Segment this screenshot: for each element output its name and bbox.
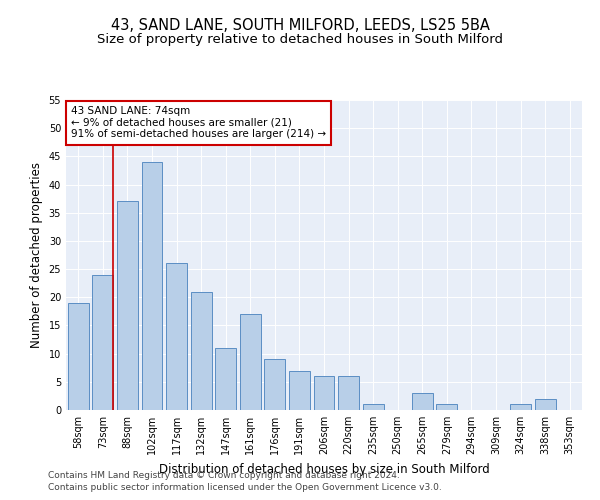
Bar: [510, 404, 531, 410]
Bar: [412, 393, 433, 410]
Text: 43 SAND LANE: 74sqm
← 9% of detached houses are smaller (21)
91% of semi-detache: 43 SAND LANE: 74sqm ← 9% of detached hou…: [71, 106, 326, 140]
Bar: [338, 376, 359, 410]
Bar: [535, 398, 556, 410]
Text: 43, SAND LANE, SOUTH MILFORD, LEEDS, LS25 5BA: 43, SAND LANE, SOUTH MILFORD, LEEDS, LS2…: [110, 18, 490, 32]
Text: Contains public sector information licensed under the Open Government Licence v3: Contains public sector information licen…: [48, 484, 442, 492]
Bar: [92, 274, 113, 410]
Bar: [289, 370, 310, 410]
Bar: [265, 360, 286, 410]
Bar: [191, 292, 212, 410]
Bar: [166, 264, 187, 410]
X-axis label: Distribution of detached houses by size in South Milford: Distribution of detached houses by size …: [158, 462, 490, 475]
Bar: [68, 303, 89, 410]
Text: Size of property relative to detached houses in South Milford: Size of property relative to detached ho…: [97, 32, 503, 46]
Bar: [314, 376, 334, 410]
Y-axis label: Number of detached properties: Number of detached properties: [30, 162, 43, 348]
Text: Contains HM Land Registry data © Crown copyright and database right 2024.: Contains HM Land Registry data © Crown c…: [48, 471, 400, 480]
Bar: [117, 202, 138, 410]
Bar: [142, 162, 163, 410]
Bar: [215, 348, 236, 410]
Bar: [362, 404, 383, 410]
Bar: [240, 314, 261, 410]
Bar: [436, 404, 457, 410]
